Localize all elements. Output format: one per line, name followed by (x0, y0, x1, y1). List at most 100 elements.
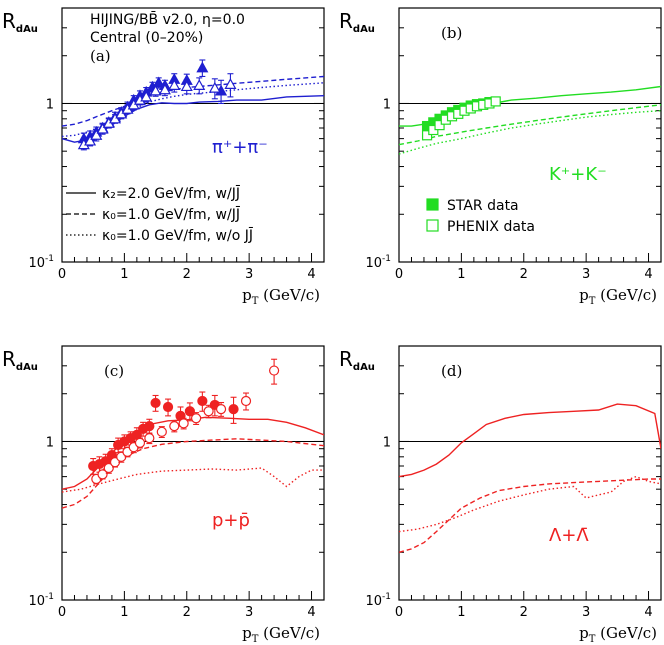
x-axis-label: pT (GeV/c) (579, 624, 657, 645)
x-tick-label: 2 (520, 267, 528, 282)
data-point-open-circle (97, 469, 108, 480)
plot-frame (61, 7, 325, 263)
legend-label: κ₀=1.0 GeV/fm, w/o JJ̄ (102, 226, 253, 244)
data-point-open-circle (103, 462, 114, 474)
plot-area (62, 59, 324, 151)
plot-frame (398, 345, 662, 601)
figure-title-line-2: Central (0–20%) (90, 30, 203, 46)
y-tick-label: 1 (383, 435, 391, 450)
y-tick-label: 1 (46, 435, 54, 450)
data-point-open-circle (156, 426, 167, 437)
y-tick-label: 1 (46, 97, 54, 112)
data-point-open-triangle (96, 122, 109, 134)
data-point-open-square (490, 96, 501, 107)
data-point-filled-circle (162, 401, 174, 413)
data-point-open-triangle (140, 90, 153, 102)
data-point-open-triangle (224, 78, 237, 89)
data-point-open-triangle (84, 134, 97, 146)
y-tick-label: 10-1 (28, 254, 54, 271)
series-line-dashed (62, 75, 324, 127)
data-point-open-circle (134, 437, 146, 448)
panel-label: (d) (441, 362, 462, 380)
x-tick-label: 3 (245, 267, 253, 282)
x-tick-label: 4 (307, 267, 315, 282)
x-axis-label: pT (GeV/c) (242, 624, 320, 645)
x-tick-label: 4 (644, 267, 652, 282)
series-line-dotted (62, 82, 324, 138)
data-point-filled-circle (144, 420, 155, 432)
x-tick-label: 2 (183, 267, 191, 282)
series-line-dashed (399, 104, 661, 146)
x-tick-label: 3 (245, 605, 253, 620)
x-axis-label: pT (GeV/c) (242, 286, 320, 307)
data-point-open-triangle (193, 79, 206, 90)
data-point-filled-circle (228, 403, 239, 415)
data-point-open-circle (191, 413, 202, 424)
x-tick-label: 3 (582, 605, 590, 620)
data-point-filled-triangle (196, 61, 209, 73)
data-point-filled-circle (197, 395, 208, 407)
legend-label: κ₀=1.0 GeV/fm, w/JJ̄ (102, 205, 240, 223)
particle-label: π⁺+π⁻ (212, 137, 268, 158)
particle-label: Λ+Λ̄ (549, 525, 589, 546)
y-axis-label: RdAu (2, 347, 38, 373)
series-line-dashed (399, 478, 661, 553)
panel-b: 0 1 2 3 4 10-1 1 RdAu pT (GeV/c) (b) K⁺+K⁻ STAR dat… (339, 7, 662, 307)
series-line-solid (399, 403, 661, 478)
legend-label: STAR data (447, 198, 519, 214)
data-point-open-square (434, 120, 445, 131)
y-axis-label: RdAu (2, 9, 38, 35)
y-tick-label: 1 (383, 97, 391, 112)
legend-swatch-filled-square (426, 198, 439, 211)
x-tick-label: 1 (120, 267, 128, 282)
legend-label: PHENIX data (447, 219, 535, 235)
x-tick-label: 3 (582, 267, 590, 282)
plot-frame (398, 7, 662, 263)
legend-label: κ₂=2.0 GeV/fm, w/JJ̄ (102, 184, 240, 202)
panel-a: 0 1 2 3 4 10-1 1 RdAu pT (GeV/c) HIJING/BB̄ v2.0,… (2, 7, 325, 307)
data-point-filled-circle (184, 406, 195, 417)
panel-label: (c) (104, 362, 124, 380)
y-tick-label: 10-1 (365, 254, 391, 271)
panel-d: 0 1 2 3 4 10-1 1 RdAu pT (GeV/c) (d) Λ+Λ̄ (339, 345, 662, 645)
data-point-open-square (421, 130, 433, 141)
x-tick-label: 0 (58, 605, 66, 620)
series-line-dashed (62, 438, 324, 509)
series-line-dotted (399, 475, 661, 533)
x-axis-label: pT (GeV/c) (579, 286, 657, 307)
x-tick-label: 4 (644, 605, 652, 620)
data-point-open-circle (215, 403, 227, 415)
plot-frame (61, 345, 325, 601)
x-tick-label: 0 (395, 267, 403, 282)
plot-area (399, 403, 661, 553)
y-tick-label: 10-1 (365, 592, 391, 609)
x-tick-label: 0 (58, 267, 66, 282)
x-tick-label: 0 (395, 605, 403, 620)
series-line-dotted (399, 110, 661, 155)
legend: κ₂=2.0 GeV/fm, w/JJ̄ κ₀=1.0 GeV/fm, w/JJ̄… (66, 184, 253, 244)
particle-label: p+p̄ (212, 510, 250, 531)
figure-title-line-1: HIJING/BB̄ v2.0, η=0.0 (90, 10, 245, 28)
data-point-open-triangle (168, 79, 181, 90)
data-point-open-circle (240, 395, 252, 407)
x-tick-label: 1 (120, 605, 128, 620)
particle-label: K⁺+K⁻ (549, 164, 607, 185)
series-line-dotted (62, 467, 324, 493)
data-point-open-triangle (158, 83, 171, 95)
panel-label: (a) (90, 47, 111, 65)
x-tick-label: 1 (457, 605, 465, 620)
data-point-filled-triangle (152, 76, 165, 88)
x-tick-label: 1 (457, 267, 465, 282)
legend-swatch-open-square (426, 219, 439, 232)
x-tick-label: 4 (307, 605, 315, 620)
data-point-open-triangle (208, 81, 221, 93)
data-point-open-circle (144, 432, 155, 444)
data-point-filled-circle (150, 397, 161, 409)
x-tick-label: 2 (520, 605, 528, 620)
data-point-open-circle (169, 420, 180, 432)
panel-label: (b) (441, 24, 462, 42)
data-point-open-triangle (90, 129, 103, 140)
legend: STAR data PHENIX data (426, 198, 535, 235)
y-axis-label: RdAu (339, 9, 375, 35)
